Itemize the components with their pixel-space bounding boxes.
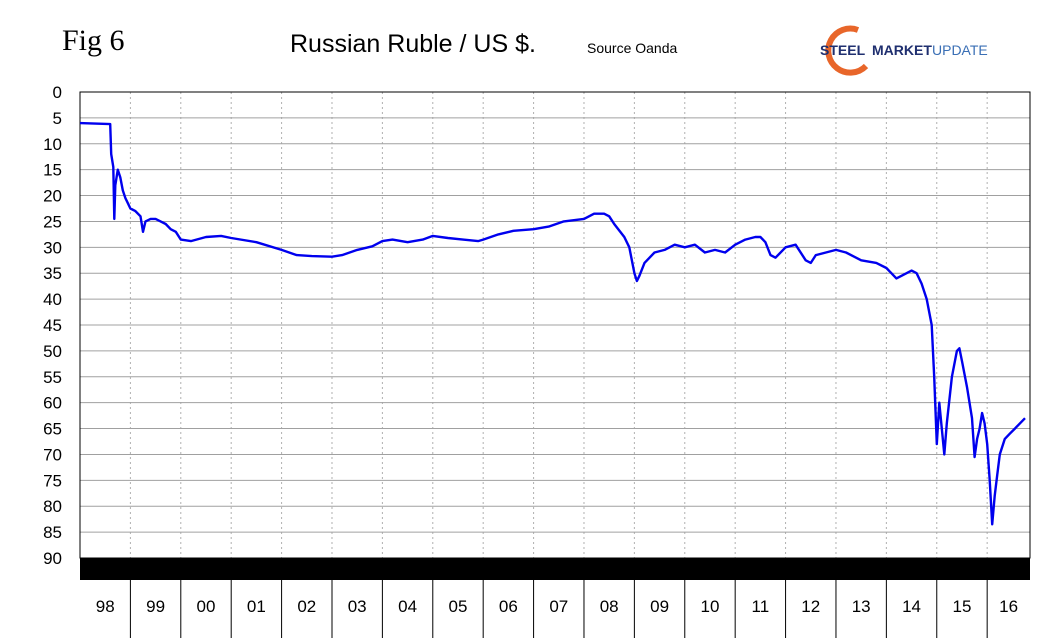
x-year-label: 16 [999,597,1018,616]
x-year-label: 10 [701,597,720,616]
x-year-label: 04 [398,597,417,616]
figure-label: Fig 6 [62,24,125,57]
logo-word-market: MARKET [872,42,932,58]
x-year-label: 11 [752,597,770,616]
x-year-label: 99 [146,597,165,616]
x-year-label: 98 [96,597,115,616]
x-year-label: 00 [197,597,216,616]
x-year-label: 14 [902,597,921,616]
y-tick-label: 20 [43,187,62,206]
x-axis-year-labels: 98 99 00 01 02 03 04 05 06 07 08 09 10 11 12 13 14 15 16 [96,580,1018,638]
source-note: Source Oanda [587,40,678,56]
steel-market-update-logo: STEEL MARKET UPDATE [820,25,988,76]
y-tick-label: 5 [53,109,62,128]
y-tick-label: 30 [43,238,62,257]
y-tick-label: 85 [43,523,62,542]
y-tick-label: 65 [43,420,62,439]
x-year-label: 07 [549,597,568,616]
x-year-label: 08 [600,597,619,616]
logo-word-steel: STEEL [820,42,866,58]
x-axis-black-band [80,558,1030,580]
y-tick-label: 45 [43,316,62,335]
y-tick-label: 40 [43,290,62,309]
x-year-label: 09 [650,597,669,616]
x-year-label: 05 [449,597,468,616]
y-tick-label: 75 [43,471,62,490]
y-tick-label: 70 [43,445,62,464]
y-tick-label: 90 [43,549,62,568]
logo-word-update: UPDATE [932,42,988,58]
x-year-label: 15 [953,597,972,616]
y-tick-label: 60 [43,394,62,413]
x-year-label: 06 [499,597,518,616]
y-tick-label: 80 [43,497,62,516]
y-axis-tick-labels: 0 5 10 15 20 25 30 35 40 45 50 55 60 65 70 75 80 85 90 [43,83,62,568]
y-tick-label: 35 [43,264,62,283]
x-year-label: 12 [801,597,820,616]
y-tick-label: 10 [43,135,62,154]
x-year-label: 02 [297,597,316,616]
y-tick-label: 25 [43,212,62,231]
ruble-series-line [79,121,1026,526]
y-tick-label: 50 [43,342,62,361]
chart-title: Russian Ruble / US $. [290,30,536,58]
y-tick-label: 55 [43,368,62,387]
horizontal-gridlines [80,117,1030,533]
y-tick-label: 15 [43,161,62,180]
x-year-label: 01 [247,597,266,616]
y-tick-label: 0 [53,83,62,102]
logo-swoosh-icon [825,25,869,76]
x-year-label: 03 [348,597,367,616]
x-year-label: 13 [852,597,871,616]
